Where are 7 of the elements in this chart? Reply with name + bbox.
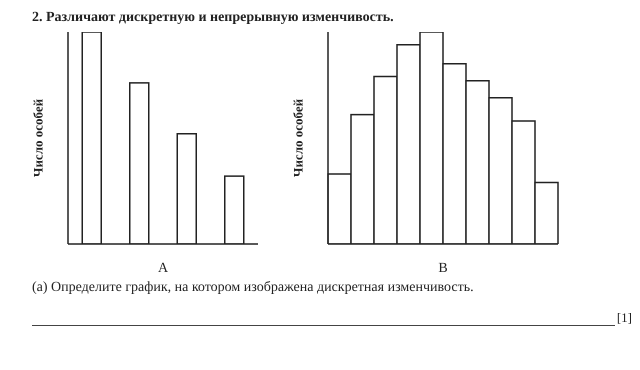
text: (а) Определите график, на котором изображена дискретная изменчивость. — [31, 280, 475, 296]
x-axis-title: A — [158, 261, 169, 276]
y-axis-title: Число особей — [290, 98, 306, 178]
chart-title: 2. Различают дискретную и непрерывную изменчивость. — [31, 9, 395, 26]
x-axis-title: B — [438, 261, 448, 276]
text: [1] — [616, 310, 632, 326]
y-axis-title: Число особей — [30, 98, 46, 178]
